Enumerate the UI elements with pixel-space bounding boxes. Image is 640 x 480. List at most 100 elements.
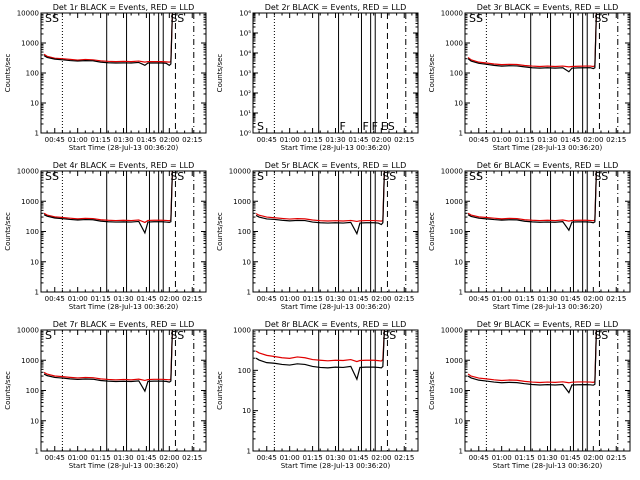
plot-frame — [40, 12, 207, 134]
y-tick-label: 10¹ — [239, 110, 251, 118]
y-tick-label: 10000 — [441, 327, 463, 335]
x-axis-title: Start Time (28-Jul-13 00:36:20) — [281, 144, 391, 152]
x-tick-label: 01:45 — [560, 136, 580, 144]
x-axis-title: Start Time (28-Jul-13 00:36:20) — [281, 303, 391, 311]
flag-marker: SS — [594, 170, 608, 183]
panel-det-4: Det 4r BLACK = Events, RED = LLD 1 10 100 10… — [4, 161, 207, 311]
x-tick-label: 00:45 — [257, 454, 277, 462]
x-tick-label: 01:45 — [136, 295, 156, 303]
x-tick-label: 00:45 — [469, 295, 489, 303]
x-tick-label: 00:45 — [45, 295, 65, 303]
y-tick-label: 1000 — [445, 357, 463, 365]
flag-marker: ES — [381, 120, 395, 133]
plot-frame — [40, 170, 207, 293]
x-tick-label: 00:45 — [469, 454, 489, 462]
series-line-events — [467, 329, 597, 394]
x-tick-label: 02:00 — [159, 454, 179, 462]
y-tick-label: 1000 — [21, 357, 39, 365]
panel-det-9: Det 9r BLACK = Events, RED = LLD 1 10 100 10… — [428, 320, 631, 470]
x-tick-label: 02:15 — [394, 454, 414, 462]
series-line-lld — [255, 170, 385, 223]
y-axis-title: Counts/sec — [428, 371, 436, 410]
flag-marker: S — [257, 120, 264, 133]
plot-frame — [252, 329, 419, 452]
x-tick-label: 01:00 — [492, 454, 512, 462]
y-tick-label: 10⁰ — [239, 130, 251, 138]
y-axis-title: Counts/sec — [216, 54, 224, 93]
plot-frame — [464, 329, 631, 452]
y-tick-label: 100 — [450, 228, 463, 236]
x-tick-label: 01:15 — [90, 136, 110, 144]
y-tick-label: 1 — [247, 289, 251, 297]
x-axis-title: Start Time (28-Jul-13 00:36:20) — [493, 144, 603, 152]
x-tick-label: 01:00 — [280, 136, 300, 144]
plot-frame — [464, 12, 631, 134]
flag-marker: SS — [382, 170, 396, 183]
x-tick-label: 02:00 — [159, 136, 179, 144]
y-tick-label: 10000 — [441, 168, 463, 176]
flag-marker: SS — [170, 12, 184, 25]
y-tick-label: 100 — [238, 367, 251, 375]
y-tick-label: 100 — [450, 70, 463, 78]
panel-det-8: Det 8r BLACK = Events, RED = LLD 1 10 100 10… — [216, 320, 419, 470]
y-tick-label: 100 — [26, 70, 39, 78]
y-axis-title: Counts/sec — [428, 54, 436, 93]
series-line-events — [255, 170, 385, 236]
x-axis-title: Start Time (28-Jul-13 00:36:20) — [69, 144, 179, 152]
panel-title: Det 5r BLACK = Events, RED = LLD — [265, 161, 407, 170]
flag-marker: SS — [170, 170, 184, 183]
flag-marker: SS — [45, 170, 59, 183]
series-line-lld — [467, 329, 597, 384]
y-tick-label: 10000 — [441, 10, 463, 18]
y-tick-label: 100 — [26, 387, 39, 395]
panel-title: Det 7r BLACK = Events, RED = LLD — [53, 320, 195, 329]
x-tick-label: 01:15 — [302, 295, 322, 303]
panel-title: Det 2r BLACK = Events, RED = LLD — [265, 3, 407, 12]
x-tick-label: 01:00 — [68, 454, 88, 462]
flag-marker: SS — [45, 12, 59, 25]
x-tick-label: 00:45 — [469, 136, 489, 144]
x-tick-label: 02:15 — [606, 454, 626, 462]
y-tick-label: 1 — [459, 130, 463, 138]
y-axis-title: Counts/sec — [4, 54, 12, 93]
y-tick-label: 100 — [26, 228, 39, 236]
series-line-events — [43, 12, 173, 67]
y-tick-label: 1000 — [233, 327, 251, 335]
flag-marker: SS — [469, 170, 483, 183]
series-line-lld — [467, 12, 597, 68]
y-tick-label: 1000 — [233, 198, 251, 206]
x-tick-label: 01:30 — [113, 454, 133, 462]
x-tick-label: 01:00 — [68, 136, 88, 144]
x-tick-label: 01:15 — [90, 454, 110, 462]
y-tick-label: 1000 — [21, 198, 39, 206]
x-tick-label: 01:45 — [348, 295, 368, 303]
x-tick-label: 02:15 — [182, 136, 202, 144]
x-tick-label: 01:30 — [537, 136, 557, 144]
panel-det-6: Det 6r BLACK = Events, RED = LLD 1 10 100 10… — [428, 161, 631, 311]
series-line-lld — [43, 170, 173, 224]
panel-det-3: Det 3r BLACK = Events, RED = LLD 1 10 100 10… — [428, 3, 631, 152]
y-tick-label: 1 — [459, 448, 463, 456]
x-tick-label: 00:45 — [45, 454, 65, 462]
flag-marker: F — [340, 120, 346, 133]
x-tick-label: 01:15 — [514, 295, 534, 303]
flag-marker: SS — [594, 12, 608, 25]
x-tick-label: 02:00 — [371, 136, 391, 144]
series-line-events — [467, 170, 597, 232]
x-tick-label: 01:00 — [68, 295, 88, 303]
y-tick-label: 1000 — [21, 40, 39, 48]
y-tick-label: 10 — [454, 100, 463, 108]
panel-title: Det 1r BLACK = Events, RED = LLD — [53, 3, 195, 12]
x-tick-label: 01:00 — [492, 295, 512, 303]
x-axis-title: Start Time (28-Jul-13 00:36:20) — [69, 462, 179, 470]
x-tick-label: 01:30 — [325, 136, 345, 144]
x-tick-label: 02:00 — [371, 454, 391, 462]
x-tick-label: 02:15 — [394, 136, 414, 144]
flag-marker: SS — [382, 329, 396, 342]
x-tick-label: 01:00 — [280, 454, 300, 462]
x-tick-label: 01:00 — [280, 295, 300, 303]
panel-title: Det 6r BLACK = Events, RED = LLD — [477, 161, 619, 170]
y-tick-label: 10 — [30, 417, 39, 425]
x-tick-label: 01:45 — [348, 136, 368, 144]
y-tick-label: 10 — [454, 417, 463, 425]
